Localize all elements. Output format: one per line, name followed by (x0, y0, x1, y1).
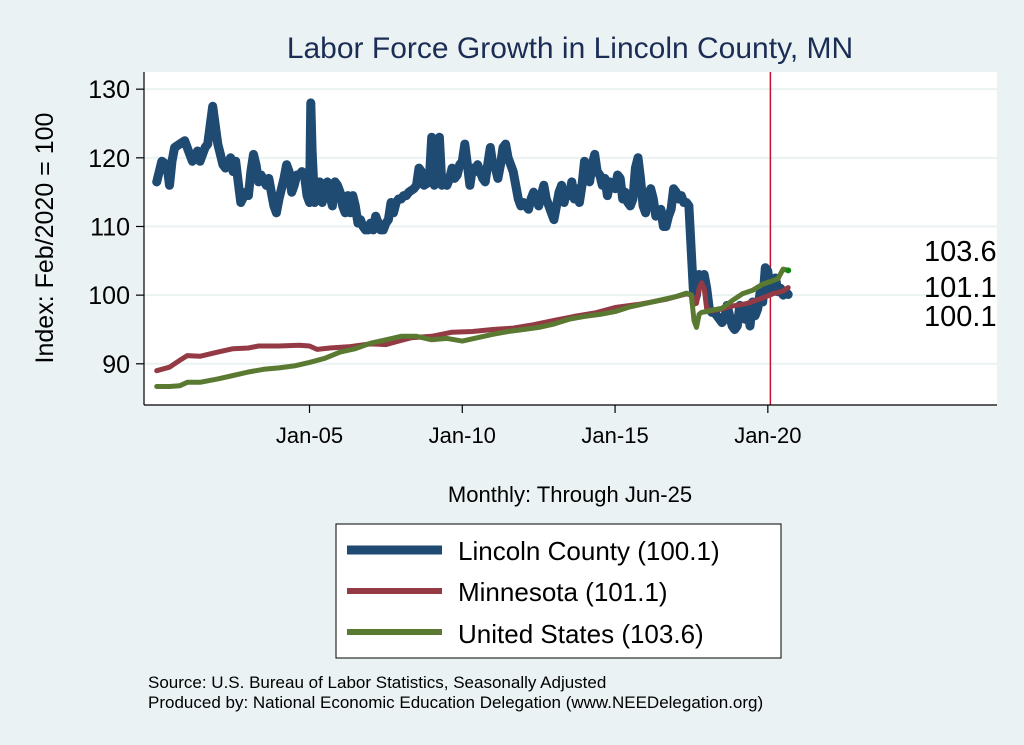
series-group (152, 98, 793, 389)
plot-area (144, 72, 997, 405)
x-tick-label: Jan-05 (276, 423, 343, 448)
legend-label-minnesota: Minnesota (101.1) (458, 577, 668, 607)
gridlines (144, 88, 997, 365)
y-tick-label: 120 (88, 145, 130, 173)
end-label-lincoln: 100.1 (924, 301, 997, 333)
source-note: Source: U.S. Bureau of Labor Statistics,… (148, 673, 606, 692)
x-tick-label: Jan-15 (581, 423, 648, 448)
y-ticks: 90 100 110 120 130 (88, 76, 144, 379)
y-tick-label: 100 (88, 282, 130, 310)
legend-label-us: United States (103.6) (458, 619, 704, 649)
y-axis-title: Index: Feb/2020 = 100 (31, 113, 59, 364)
x-tick-label: Jan-20 (734, 423, 801, 448)
us-end-marker (785, 267, 792, 274)
end-label-us: 103.6 (924, 236, 997, 268)
y-tick-label: 90 (102, 351, 130, 379)
y-tick-label: 110 (90, 213, 130, 241)
x-ticks: Jan-05 Jan-10 Jan-15 Jan-20 (276, 405, 801, 448)
produced-by-note: Produced by: National Economic Education… (148, 693, 763, 712)
end-label-mn: 101.1 (924, 272, 997, 304)
legend: Lincoln County (100.1) Minnesota (101.1)… (335, 523, 782, 659)
x-axis-title: Monthly: Through Jun-25 (448, 482, 692, 507)
chart-title: Labor Force Growth in Lincoln County, MN (287, 32, 853, 65)
y-tick-label: 130 (88, 76, 130, 104)
legend-label-lincoln: Lincoln County (100.1) (458, 536, 720, 566)
x-tick-label: Jan-10 (429, 423, 496, 448)
series-line-lincoln (152, 98, 793, 334)
series-line-us (154, 266, 791, 389)
